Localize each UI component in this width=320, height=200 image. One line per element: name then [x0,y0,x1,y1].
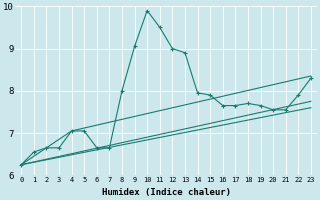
X-axis label: Humidex (Indice chaleur): Humidex (Indice chaleur) [101,188,231,197]
